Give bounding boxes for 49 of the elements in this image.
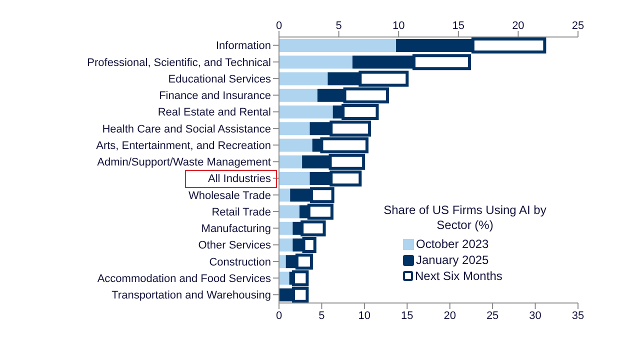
bar	[279, 172, 310, 185]
y-tick-label: Construction	[209, 256, 271, 268]
bar	[279, 238, 293, 252]
x-tick-label: 25	[486, 310, 499, 322]
x-tick-label: 35	[572, 310, 584, 322]
y-tick-label: Real Estate and Rental	[158, 106, 271, 119]
x2-tick-label: 20	[512, 20, 524, 32]
bar	[279, 106, 333, 118]
bar	[279, 205, 300, 218]
y-tick-label: Professional, Scientific, and Technical	[87, 56, 271, 69]
y-tick-label: Health Care and Social Assistance	[102, 123, 271, 136]
bar	[279, 222, 293, 235]
bar	[279, 272, 290, 285]
x2-tick-label: 15	[452, 20, 465, 32]
x2-tick-label: 0	[276, 20, 282, 32]
x-tick-label: 15	[401, 310, 414, 322]
legend-title: Share of US Firms Using AI by Sector (%)	[382, 203, 548, 233]
x-tick-label: 10	[358, 310, 371, 322]
x2-tick-label: 5	[336, 20, 342, 32]
y-tick-label: Manufacturing	[201, 223, 271, 236]
y-tick-label: Admin/Support/Waste Management	[97, 156, 271, 169]
y-tick-label: Arts, Entertainment, and Recreation	[96, 140, 271, 152]
y-tick-label: All Industries	[208, 173, 272, 186]
bar	[279, 255, 286, 268]
bar	[279, 39, 396, 52]
y-tick-label: Transportation and Warehousing	[112, 290, 271, 302]
y-tick-label: Accommodation and Food Services	[97, 272, 272, 285]
y-tick-label: Wholesale Trade	[188, 190, 271, 202]
bar	[279, 56, 352, 69]
bar	[279, 72, 328, 86]
y-tick-label: Finance and Insurance	[159, 90, 271, 102]
x-tick-label: 30	[529, 310, 542, 322]
legend-label: January 2025	[416, 252, 489, 268]
bar	[279, 188, 290, 202]
x-tick-label: 0	[276, 310, 282, 322]
y-tick-label: Information	[216, 40, 271, 52]
x2-tick-label: 25	[572, 20, 584, 32]
y-tick-label: Educational Services	[168, 73, 272, 86]
bar	[279, 155, 302, 168]
x2-tick-label: 10	[392, 20, 405, 32]
legend-label: October 2023	[416, 236, 489, 252]
legend-label: Next Six Months	[415, 268, 502, 284]
bar	[279, 122, 310, 136]
x-tick-label: 5	[318, 310, 325, 322]
y-tick-label: Other Services	[198, 240, 272, 252]
bar	[279, 88, 318, 102]
bar	[279, 138, 312, 152]
x-tick-label: 20	[444, 310, 456, 322]
y-tick-label: Retail Trade	[212, 206, 271, 218]
